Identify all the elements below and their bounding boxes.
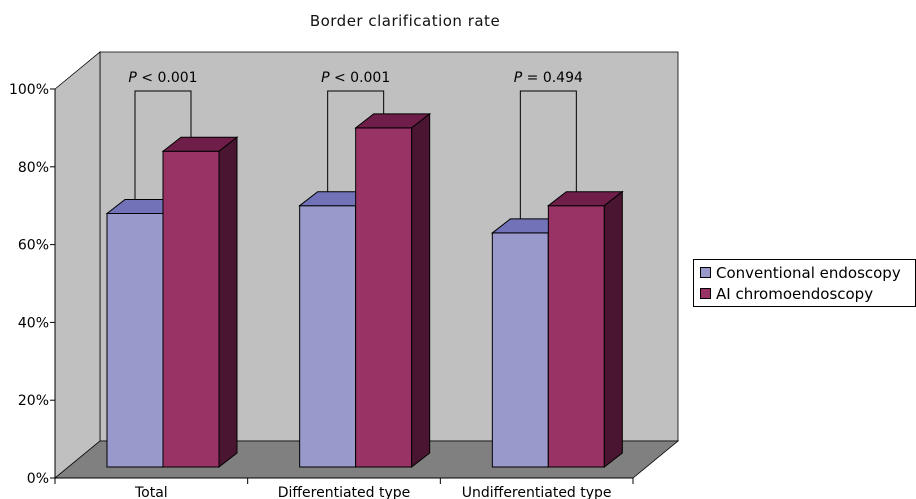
x-tick-label: Differentiated type — [278, 485, 411, 499]
chart-title: Border clarification rate — [309, 12, 501, 30]
significance-bracket — [519, 90, 577, 219]
y-tick-label: 80% — [18, 160, 49, 176]
legend-label-conventional: Conventional endoscopy — [716, 264, 901, 282]
significance-bracket — [327, 90, 385, 192]
bar — [162, 150, 220, 468]
bar-side — [603, 190, 623, 469]
side-wall — [54, 51, 101, 479]
legend-item-ai: AI chromoendoscopy — [700, 284, 873, 304]
y-tick-label: 40% — [18, 315, 49, 331]
bar-side — [218, 136, 238, 469]
x-tick-label: Undifferentiated type — [462, 485, 612, 499]
y-tick-label: 0% — [27, 471, 49, 487]
bar — [491, 232, 549, 468]
legend-item-conventional: Conventional endoscopy — [700, 263, 901, 283]
legend-label-ai: AI chromoendoscopy — [716, 285, 874, 303]
y-tick-label: 100% — [9, 82, 49, 98]
p-value-label: P < 0.001 — [128, 70, 197, 86]
bar — [547, 205, 605, 468]
bar — [355, 127, 413, 468]
p-value-label: P < 0.001 — [321, 70, 390, 86]
bar — [299, 205, 357, 468]
p-value-label: P = 0.494 — [514, 70, 583, 86]
bar — [106, 212, 164, 468]
bar-side — [411, 112, 431, 469]
y-tick-label: 60% — [18, 238, 49, 254]
y-tick-label: 20% — [18, 393, 49, 409]
legend: Conventional endoscopy AI chromoendoscop… — [693, 259, 916, 307]
legend-swatch-conventional — [700, 267, 711, 278]
significance-bracket — [134, 90, 192, 200]
legend-swatch-ai — [700, 288, 711, 299]
x-tick-label: Total — [134, 485, 168, 499]
